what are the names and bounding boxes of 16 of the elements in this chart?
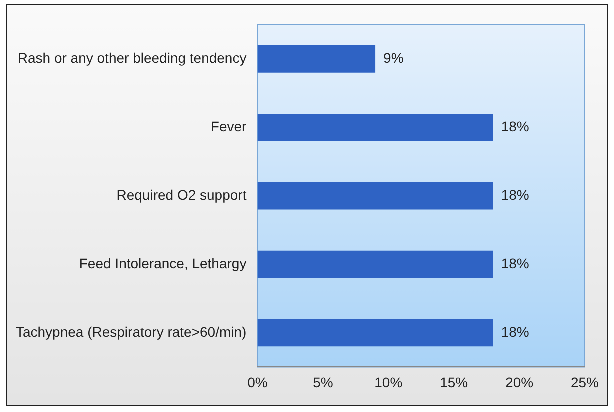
x-tick-label: 15% bbox=[440, 374, 468, 390]
x-tick-label: 10% bbox=[374, 374, 403, 390]
data-label: 18% bbox=[501, 324, 530, 340]
data-label: 18% bbox=[501, 255, 530, 272]
x-tick-label: 25% bbox=[570, 374, 600, 390]
y-tick-label: Fever bbox=[210, 118, 248, 135]
y-tick-label: Feed Intolerance, Lethargy bbox=[79, 255, 247, 272]
data-label: 9% bbox=[384, 50, 404, 66]
x-tick-label: 0% bbox=[248, 374, 268, 390]
y-tick-label: Required O2 support bbox=[116, 186, 247, 203]
x-tick-label: 5% bbox=[313, 374, 334, 390]
data-label: 18% bbox=[501, 118, 530, 135]
data-label: 18% bbox=[501, 186, 530, 203]
x-tick-label: 20% bbox=[506, 374, 534, 390]
y-tick-label: Tachypnea (Respiratory rate>60/min) bbox=[16, 324, 247, 340]
y-tick-label: Rash or any other bleeding tendency bbox=[18, 50, 247, 66]
